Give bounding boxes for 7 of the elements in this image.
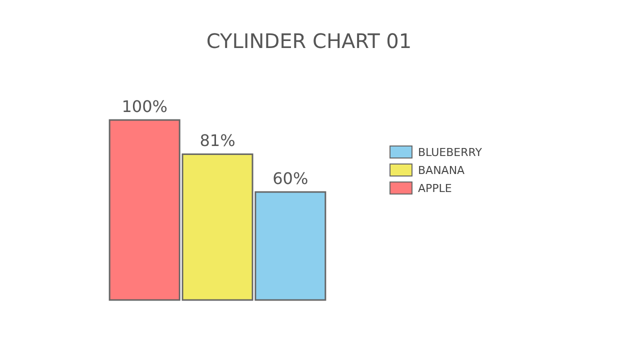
legend-label: BLUEBERRY	[418, 146, 482, 159]
data-label: 60%	[272, 169, 308, 188]
data-label: 100%	[122, 97, 168, 116]
legend-label: BANANA	[418, 164, 466, 177]
legend-label: APPLE	[418, 182, 452, 195]
data-label: 81%	[200, 131, 236, 150]
chart-title: CYLINDER CHART 01	[206, 29, 412, 53]
